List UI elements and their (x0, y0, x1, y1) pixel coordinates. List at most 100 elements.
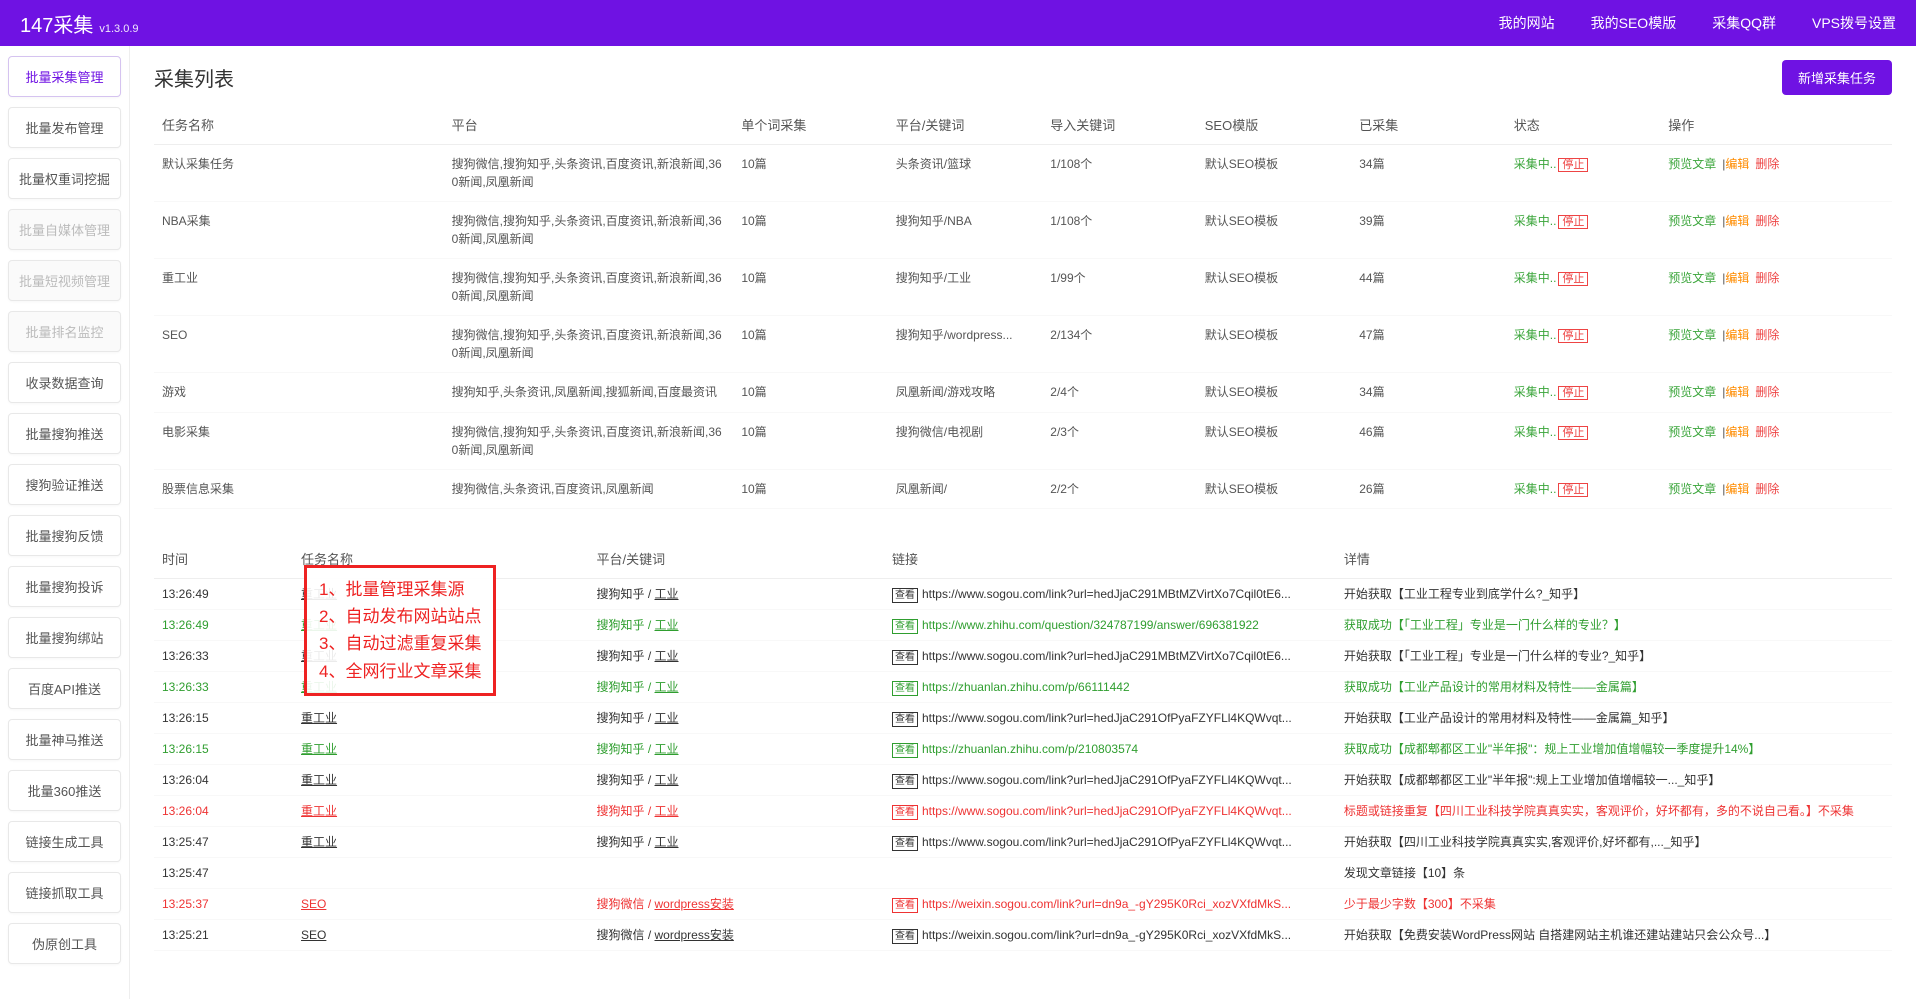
preview-link[interactable]: 预览文章 (1668, 385, 1716, 399)
edit-link[interactable]: 编辑 (1725, 482, 1749, 496)
topnav-item-1[interactable]: 我的SEO模版 (1591, 13, 1677, 33)
view-badge[interactable]: 查看 (892, 619, 918, 634)
log-platform: 搜狗知乎 / 工业 (588, 765, 883, 796)
delete-link[interactable]: 删除 (1755, 425, 1779, 439)
log-col-header: 时间 (154, 539, 293, 579)
edit-link[interactable]: 编辑 (1725, 425, 1749, 439)
sidebar-item-7[interactable]: 批量搜狗推送 (8, 413, 121, 454)
log-row: 13:25:47重工业搜狗知乎 / 工业查看https://www.sogou.… (154, 827, 1892, 858)
stop-button[interactable]: 停止 (1558, 386, 1588, 400)
delete-link[interactable]: 删除 (1755, 271, 1779, 285)
delete-link[interactable]: 删除 (1755, 482, 1779, 496)
view-badge[interactable]: 查看 (892, 898, 918, 913)
topnav-item-3[interactable]: VPS拨号设置 (1812, 13, 1896, 33)
topnav-item-0[interactable]: 我的网站 (1499, 13, 1555, 33)
sidebar-item-10[interactable]: 批量搜狗投诉 (8, 566, 121, 607)
view-badge[interactable]: 查看 (892, 650, 918, 665)
log-task-link[interactable]: SEO (301, 928, 326, 942)
task-ops: 预览文章|编辑删除 (1660, 202, 1892, 259)
sidebar-item-13[interactable]: 批量神马推送 (8, 719, 121, 760)
log-time: 13:25:37 (154, 889, 293, 920)
edit-link[interactable]: 编辑 (1725, 271, 1749, 285)
view-badge[interactable]: 查看 (892, 805, 918, 820)
sidebar-item-1[interactable]: 批量发布管理 (8, 107, 121, 148)
log-task-link[interactable]: 重工业 (301, 711, 337, 725)
preview-link[interactable]: 预览文章 (1668, 157, 1716, 171)
edit-link[interactable]: 编辑 (1725, 157, 1749, 171)
view-badge[interactable]: 查看 (892, 588, 918, 603)
stop-button[interactable]: 停止 (1558, 426, 1588, 440)
edit-link[interactable]: 编辑 (1725, 385, 1749, 399)
callout-line: 2、自动发布网站站点 (319, 603, 481, 630)
log-keyword-link[interactable]: 工业 (655, 742, 679, 756)
task-cell: 搜狗微信,搜狗知乎,头条资讯,百度资讯,新浪新闻,360新闻,凤凰新闻 (444, 145, 734, 202)
log-keyword-link[interactable]: 工业 (655, 618, 679, 632)
log-task-link[interactable]: 重工业 (301, 773, 337, 787)
log-url: 查看https://weixin.sogou.com/link?url=dn9a… (884, 889, 1336, 920)
stop-button[interactable]: 停止 (1558, 272, 1588, 286)
preview-link[interactable]: 预览文章 (1668, 328, 1716, 342)
delete-link[interactable]: 删除 (1755, 157, 1779, 171)
sidebar-item-14[interactable]: 批量360推送 (8, 770, 121, 811)
view-badge[interactable]: 查看 (892, 929, 918, 944)
log-keyword-link[interactable]: wordpress安装 (655, 897, 734, 911)
task-status: 采集中..停止 (1506, 373, 1660, 413)
stop-button[interactable]: 停止 (1558, 158, 1588, 172)
sidebar-item-2[interactable]: 批量权重词挖掘 (8, 158, 121, 199)
stop-button[interactable]: 停止 (1558, 329, 1588, 343)
sidebar-item-6[interactable]: 收录数据查询 (8, 362, 121, 403)
log-keyword-link[interactable]: 工业 (655, 711, 679, 725)
task-cell: 搜狗知乎/工业 (888, 259, 1042, 316)
topnav-item-2[interactable]: 采集QQ群 (1712, 13, 1776, 33)
brand-title: 147采集 (20, 9, 93, 38)
sidebar-item-9[interactable]: 批量搜狗反馈 (8, 515, 121, 556)
log-task-link[interactable]: 重工业 (301, 804, 337, 818)
task-cell: 10篇 (733, 316, 887, 373)
stop-button[interactable]: 停止 (1558, 483, 1588, 497)
log-keyword-link[interactable]: 工业 (655, 649, 679, 663)
view-badge[interactable]: 查看 (892, 774, 918, 789)
log-keyword-link[interactable]: 工业 (655, 680, 679, 694)
sidebar-item-12[interactable]: 百度API推送 (8, 668, 121, 709)
task-cell: 搜狗微信,搜狗知乎,头条资讯,百度资讯,新浪新闻,360新闻,凤凰新闻 (444, 259, 734, 316)
view-badge[interactable]: 查看 (892, 743, 918, 758)
log-keyword-link[interactable]: 工业 (655, 587, 679, 601)
view-badge[interactable]: 查看 (892, 836, 918, 851)
log-platform: 搜狗微信 / wordpress安装 (588, 920, 883, 951)
view-badge[interactable]: 查看 (892, 681, 918, 696)
add-task-button[interactable]: 新增采集任务 (1782, 60, 1892, 95)
task-cell: 股票信息采集 (154, 469, 444, 509)
preview-link[interactable]: 预览文章 (1668, 425, 1716, 439)
log-keyword-link[interactable]: 工业 (655, 773, 679, 787)
log-row: 13:25:21SEO搜狗微信 / wordpress安装查看https://w… (154, 920, 1892, 951)
log-keyword-link[interactable]: 工业 (655, 804, 679, 818)
sidebar-item-16[interactable]: 链接抓取工具 (8, 872, 121, 913)
task-cell: 46篇 (1351, 412, 1505, 469)
delete-link[interactable]: 删除 (1755, 214, 1779, 228)
sidebar-item-15[interactable]: 链接生成工具 (8, 821, 121, 862)
sidebar-item-11[interactable]: 批量搜狗绑站 (8, 617, 121, 658)
delete-link[interactable]: 删除 (1755, 328, 1779, 342)
log-col-header: 链接 (884, 539, 1336, 579)
view-badge[interactable]: 查看 (892, 712, 918, 727)
edit-link[interactable]: 编辑 (1725, 214, 1749, 228)
task-cell: 搜狗微信/电视剧 (888, 412, 1042, 469)
sidebar-item-5: 批量排名监控 (8, 311, 121, 352)
stop-button[interactable]: 停止 (1558, 215, 1588, 229)
preview-link[interactable]: 预览文章 (1668, 214, 1716, 228)
log-task-link[interactable]: 重工业 (301, 742, 337, 756)
log-task-link[interactable]: 重工业 (301, 835, 337, 849)
task-cell: 34篇 (1351, 373, 1505, 413)
sidebar-item-17[interactable]: 伪原创工具 (8, 923, 121, 964)
log-keyword-link[interactable]: wordpress安装 (655, 928, 734, 942)
edit-link[interactable]: 编辑 (1725, 328, 1749, 342)
sidebar-item-8[interactable]: 搜狗验证推送 (8, 464, 121, 505)
task-row: NBA采集搜狗微信,搜狗知乎,头条资讯,百度资讯,新浪新闻,360新闻,凤凰新闻… (154, 202, 1892, 259)
delete-link[interactable]: 删除 (1755, 385, 1779, 399)
log-col-header: 详情 (1336, 539, 1892, 579)
sidebar-item-0[interactable]: 批量采集管理 (8, 56, 121, 97)
preview-link[interactable]: 预览文章 (1668, 271, 1716, 285)
preview-link[interactable]: 预览文章 (1668, 482, 1716, 496)
log-keyword-link[interactable]: 工业 (655, 835, 679, 849)
log-task-link[interactable]: SEO (301, 897, 326, 911)
